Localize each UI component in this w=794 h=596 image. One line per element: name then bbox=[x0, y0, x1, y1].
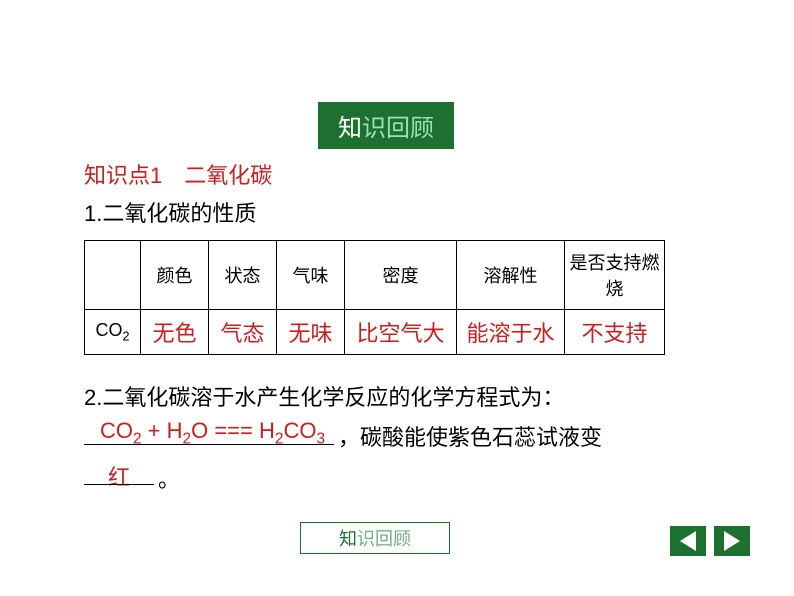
section1-heading: 1.二氧化碳的性质 bbox=[84, 196, 256, 228]
blank-underline-1 bbox=[84, 444, 334, 445]
table-header-cell: 气味 bbox=[277, 241, 345, 310]
knowledge-point-heading: 知识点1 二氧化碳 bbox=[84, 158, 272, 190]
title-part1: 知 bbox=[338, 115, 362, 142]
table-header-cell bbox=[85, 241, 141, 310]
answer-red: 红 bbox=[108, 460, 130, 492]
table-data-cell: 能溶于水 bbox=[457, 310, 565, 355]
footer-label-box: 知识回顾 bbox=[300, 522, 450, 554]
table-header-cell: 是否支持燃烧 bbox=[565, 241, 665, 310]
table-header-cell: 状态 bbox=[209, 241, 277, 310]
table-data-cell: 无味 bbox=[277, 310, 345, 355]
next-button[interactable] bbox=[714, 526, 750, 556]
triangle-left-icon bbox=[680, 531, 696, 551]
table-header-cell: 密度 bbox=[345, 241, 457, 310]
footer-part1: 知 bbox=[339, 529, 357, 549]
table-header-row: 颜色 状态 气味 密度 溶解性 是否支持燃烧 bbox=[85, 241, 665, 310]
after-equation-text: ，碳酸能使紫色石蕊试液变 bbox=[338, 420, 602, 452]
section2-heading: 2.二氧化碳溶于水产生化学反应的化学方程式为： bbox=[84, 378, 704, 418]
footer-part2: 识回顾 bbox=[357, 529, 411, 549]
prev-button[interactable] bbox=[670, 526, 706, 556]
period-mark: 。 bbox=[158, 462, 180, 494]
table-data-cell: 不支持 bbox=[565, 310, 665, 355]
blank-underline-2 bbox=[84, 484, 154, 485]
table-data-cell: 气态 bbox=[209, 310, 277, 355]
properties-table: 颜色 状态 气味 密度 溶解性 是否支持燃烧 CO2 无色 气态 无味 比空气大… bbox=[84, 240, 665, 355]
title-part2: 识回顾 bbox=[362, 115, 434, 142]
table-data-cell: 无色 bbox=[141, 310, 209, 355]
table-data-row: CO2 无色 气态 无味 比空气大 能溶于水 不支持 bbox=[85, 310, 665, 355]
table-header-cell: 溶解性 bbox=[457, 241, 565, 310]
triangle-right-icon bbox=[724, 531, 740, 551]
table-header-cell: 颜色 bbox=[141, 241, 209, 310]
title-box: 知识回顾 bbox=[318, 102, 454, 149]
table-data-cell: 比空气大 bbox=[345, 310, 457, 355]
table-row-label: CO2 bbox=[85, 310, 141, 355]
